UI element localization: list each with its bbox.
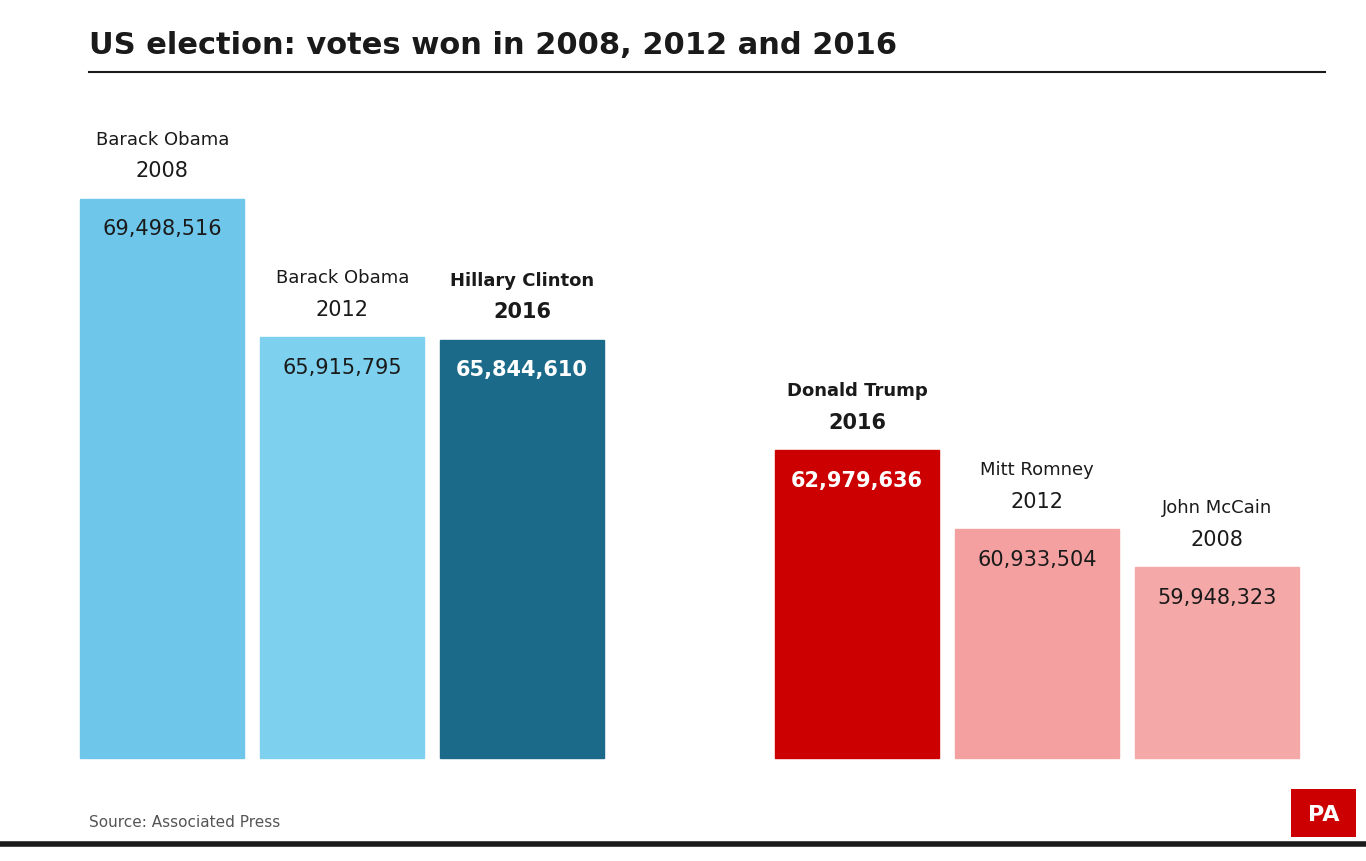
Bar (440, 340, 604, 758)
Text: Barack Obama: Barack Obama (276, 269, 408, 287)
Text: Source: Associated Press: Source: Associated Press (89, 814, 280, 828)
Text: 62,979,636: 62,979,636 (791, 470, 923, 490)
Text: 2016: 2016 (493, 302, 550, 322)
Text: 60,933,504: 60,933,504 (977, 549, 1097, 569)
Text: 69,498,516: 69,498,516 (102, 220, 223, 239)
Bar (1135, 567, 1299, 758)
Text: 2008: 2008 (1190, 529, 1243, 549)
Text: 2012: 2012 (316, 300, 369, 319)
Text: Barack Obama: Barack Obama (96, 131, 229, 149)
Text: PA: PA (1307, 803, 1340, 824)
Text: US election: votes won in 2008, 2012 and 2016: US election: votes won in 2008, 2012 and… (89, 31, 897, 60)
Text: Hillary Clinton: Hillary Clinton (451, 271, 594, 289)
Text: Donald Trump: Donald Trump (787, 381, 928, 400)
Text: 2008: 2008 (137, 161, 189, 182)
Text: 65,915,795: 65,915,795 (283, 357, 402, 377)
Bar (775, 450, 938, 758)
Text: Mitt Romney: Mitt Romney (979, 461, 1094, 478)
Text: 59,948,323: 59,948,323 (1157, 587, 1276, 607)
Text: 65,844,610: 65,844,610 (456, 360, 589, 380)
Bar (81, 200, 245, 758)
Bar (261, 338, 425, 758)
Text: John McCain: John McCain (1161, 499, 1272, 517)
Text: 2012: 2012 (1011, 491, 1063, 511)
Bar (955, 530, 1119, 758)
Text: 2016: 2016 (828, 412, 887, 432)
